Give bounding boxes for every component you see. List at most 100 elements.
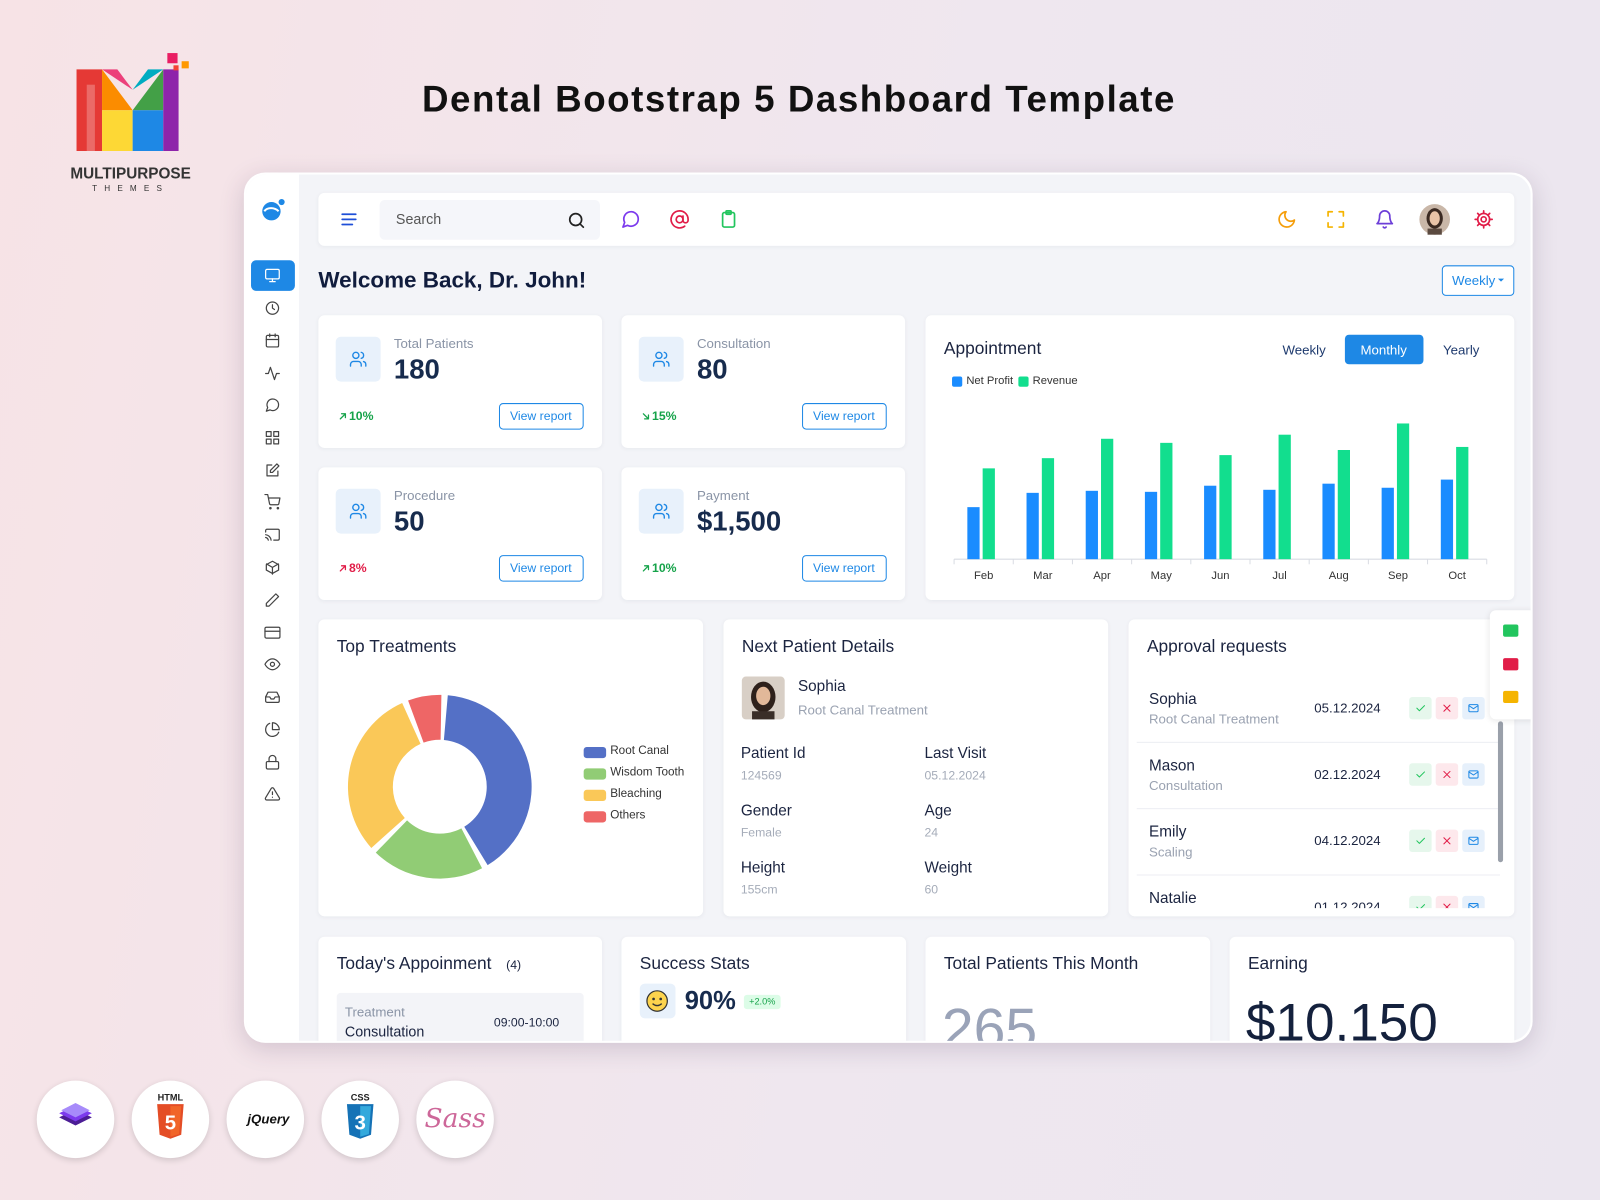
panel-icon[interactable]	[1503, 658, 1519, 671]
sidebar-icon[interactable]	[264, 786, 281, 802]
card-title: Approval requests	[1146, 636, 1287, 656]
sidebar-icon[interactable]	[264, 462, 280, 478]
view-report-label: View report	[813, 561, 875, 576]
appointment-label: Treatment	[344, 1004, 405, 1020]
icon-part	[1468, 771, 1479, 776]
icon-part	[278, 198, 285, 206]
icon-part	[102, 69, 133, 90]
action-icon	[1468, 704, 1479, 713]
sidebar-icon[interactable]	[264, 689, 280, 705]
patient-photo	[741, 676, 785, 720]
stat-icon	[652, 503, 670, 519]
search-placeholder: Search	[395, 210, 442, 228]
stat-label: Total Patients	[393, 335, 474, 352]
period-button[interactable]	[1441, 265, 1515, 296]
icon-part	[102, 69, 133, 111]
view-report-button[interactable]	[802, 555, 887, 582]
sidebar-icon[interactable]	[264, 754, 280, 770]
sidebar-icon[interactable]	[264, 493, 281, 510]
topbar-icon[interactable]	[669, 209, 689, 229]
stat-value: 80	[696, 353, 728, 385]
icon-part	[265, 696, 280, 700]
sidebar-icon[interactable]	[264, 267, 280, 283]
topbar-icon[interactable]	[718, 209, 738, 229]
sidebar-icon[interactable]	[264, 656, 281, 672]
view-report-button[interactable]	[498, 403, 584, 430]
request-action[interactable]	[1409, 696, 1432, 720]
icon-part	[132, 69, 164, 90]
topbar-icon[interactable]	[1326, 209, 1346, 229]
topbar-icon[interactable]	[1473, 209, 1494, 229]
icon-part	[1443, 704, 1451, 712]
card-title: Today's Appoinment	[336, 953, 492, 974]
icon-part	[655, 351, 663, 360]
topbar-icon[interactable]	[1277, 209, 1297, 229]
icon-part	[268, 754, 277, 763]
earning-value: $10,150	[1245, 993, 1438, 1053]
sidebar-icon[interactable]	[264, 559, 280, 575]
icon-part	[360, 1106, 372, 1137]
legend-label: Net Profit	[966, 374, 1014, 388]
sidebar-icon[interactable]	[264, 333, 280, 349]
request-action[interactable]	[1409, 895, 1432, 909]
stat-icon-box	[638, 488, 684, 534]
chart-tab[interactable]: Monthly	[1360, 342, 1407, 358]
menu-button[interactable]	[339, 209, 359, 229]
topbar-icon[interactable]	[620, 209, 640, 229]
legend-swatch	[583, 789, 607, 802]
panel-icon[interactable]	[1503, 624, 1519, 637]
legend-label: Wisdom Tooth	[610, 766, 685, 779]
icon-part	[1429, 211, 1440, 226]
icon-part	[265, 593, 280, 607]
request-name: Emily	[1148, 823, 1187, 841]
appointment-time: 09:00-10:00	[493, 1015, 560, 1030]
request-action[interactable]	[1435, 895, 1459, 909]
request-action[interactable]	[1409, 763, 1432, 786]
request-action[interactable]	[1462, 895, 1485, 909]
action-icon	[1468, 903, 1479, 909]
x-tick-label: Feb	[973, 569, 994, 583]
sidebar-icon[interactable]	[264, 721, 280, 737]
stat-icon	[652, 351, 670, 367]
icon-part	[265, 563, 279, 575]
icon-part	[276, 506, 280, 510]
view-report-button[interactable]	[498, 555, 584, 582]
view-report-button[interactable]	[802, 403, 887, 430]
request-name: Sophia	[1148, 690, 1197, 709]
stat-icon-box	[638, 336, 684, 382]
request-action[interactable]	[1409, 829, 1432, 853]
icon-part	[721, 211, 736, 228]
stat-change: 10%	[348, 408, 374, 424]
tech-label: HTML	[157, 1092, 184, 1103]
total-month-value: 265	[941, 996, 1038, 1061]
trend-arrow	[642, 413, 650, 420]
sidebar-icon[interactable]	[264, 300, 280, 316]
sidebar-icon[interactable]	[264, 365, 280, 381]
stat-change: 8%	[348, 561, 367, 576]
icon-part	[1443, 837, 1451, 845]
x-tick-label: Aug	[1328, 569, 1349, 583]
icon-part	[642, 413, 650, 420]
field-value: 24	[924, 825, 939, 840]
sidebar-icon[interactable]	[264, 527, 280, 543]
icon-part	[1474, 210, 1494, 229]
sidebar-icon[interactable]	[264, 592, 280, 608]
search-box[interactable]	[379, 199, 600, 240]
topbar-icon[interactable]	[1374, 209, 1394, 229]
chart-tab[interactable]: Yearly	[1443, 342, 1480, 358]
card-title: Total Patients This Month	[943, 953, 1139, 974]
chart-tab[interactable]: Weekly	[1282, 342, 1326, 358]
icon-part	[264, 493, 281, 506]
request-date: 04.12.2024	[1314, 832, 1381, 849]
panel-icon[interactable]	[1503, 690, 1519, 704]
legend-label: Others	[610, 809, 646, 822]
icon-part	[264, 787, 281, 801]
emoji	[646, 990, 668, 1012]
patient-treatment: Root Canal Treatment	[797, 702, 928, 718]
html-five: 5	[165, 1113, 176, 1135]
sidebar-icon[interactable]	[264, 430, 280, 446]
sidebar-icon[interactable]	[264, 397, 280, 413]
icon-part	[1468, 903, 1479, 909]
sidebar-logo	[262, 198, 285, 221]
sidebar-icon[interactable]	[264, 624, 281, 640]
